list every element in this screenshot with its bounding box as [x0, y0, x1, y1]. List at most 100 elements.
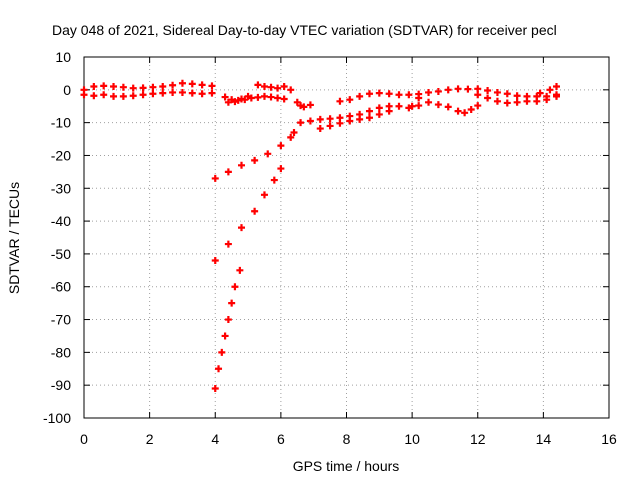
chart-title: Day 048 of 2021, Sidereal Day-to-day VTE… [52, 22, 557, 38]
data-point [297, 119, 305, 127]
data-point [228, 299, 236, 307]
data-point [536, 89, 544, 97]
data-point [365, 90, 373, 98]
data-point [484, 94, 492, 102]
data-point [336, 114, 344, 122]
x-tick-label: 14 [536, 431, 552, 447]
data-point [434, 87, 442, 95]
data-point [236, 266, 244, 274]
data-point [260, 92, 268, 100]
x-tick-label: 6 [277, 431, 285, 447]
data-point [425, 88, 433, 96]
data-point [238, 161, 245, 169]
y-tick-labels: 10 0 -10 -20 -30 -40 -50 -60 -70 -80 -90 -100 [43, 49, 71, 426]
data-point [297, 102, 305, 110]
ticks [83, 56, 610, 419]
data-point [408, 102, 416, 110]
data-point [503, 90, 511, 98]
data-point [238, 95, 245, 103]
data-point [224, 240, 232, 248]
data-point [336, 97, 344, 105]
series-arc-1 [80, 79, 216, 100]
data-point [365, 107, 373, 115]
data-point [149, 90, 157, 98]
data-point [221, 93, 229, 101]
series-arc-4 [293, 98, 314, 111]
data-point [395, 91, 403, 99]
data-point [159, 83, 167, 91]
series-arc-6 [211, 165, 285, 264]
data-point [415, 94, 423, 102]
series-arc-5 [211, 128, 298, 182]
data-point [543, 96, 551, 104]
data-point [221, 332, 229, 340]
data-point [211, 174, 219, 182]
data-point [274, 94, 282, 102]
x-tick-label: 8 [343, 431, 351, 447]
y-tick-label: -20 [51, 147, 71, 163]
y-tick-label: 0 [63, 82, 71, 98]
data-point [306, 117, 314, 125]
data-point [464, 85, 472, 93]
grid [84, 57, 609, 418]
y-tick-label: -50 [51, 246, 71, 262]
data-point [375, 104, 383, 112]
data-point [287, 86, 295, 94]
data-point [267, 93, 275, 101]
data-point [395, 102, 403, 110]
data-point [326, 115, 334, 123]
x-tick-label: 0 [80, 431, 88, 447]
data-point [546, 86, 554, 94]
data-point [129, 84, 137, 92]
data-point [208, 89, 216, 97]
data-point [215, 365, 223, 373]
data-point [110, 83, 118, 91]
data-point [493, 88, 501, 96]
x-axis-label: GPS time / hours [293, 458, 400, 474]
data-point [188, 80, 196, 88]
series-arc-2 [254, 81, 295, 103]
data-point [474, 102, 482, 110]
data-point [119, 92, 127, 100]
y-tick-label: -30 [51, 180, 71, 196]
data-point [425, 98, 433, 106]
data-point [280, 83, 288, 91]
data-point [316, 115, 324, 123]
series-arc-7 [211, 266, 244, 392]
data-point [208, 82, 216, 90]
data-point [231, 98, 239, 106]
data-point [169, 88, 177, 96]
data-point [306, 101, 314, 109]
data-point [139, 91, 147, 99]
data-point [356, 92, 364, 100]
data-point [553, 83, 560, 91]
data-point [553, 91, 560, 99]
data-point [405, 91, 413, 99]
x-tick-label: 4 [211, 431, 219, 447]
data-point [274, 84, 282, 92]
data-point [251, 156, 259, 164]
data-point [149, 83, 157, 91]
data-point [188, 89, 196, 97]
data-point [100, 82, 108, 90]
x-tick-label: 16 [601, 431, 617, 447]
data-point [444, 103, 452, 111]
data-point [260, 83, 268, 91]
y-tick-label: 10 [55, 49, 71, 65]
data-point [244, 92, 252, 100]
data-point [454, 107, 462, 115]
y-tick-label: -10 [51, 115, 71, 131]
data-point [385, 90, 393, 98]
y-tick-label: -90 [51, 377, 71, 393]
data-point [90, 83, 98, 91]
x-tick-label: 2 [146, 431, 154, 447]
data-point [129, 92, 137, 100]
data-point [503, 99, 511, 107]
plot-frame [83, 56, 610, 419]
data-point [365, 114, 373, 122]
data-point [211, 256, 219, 264]
y-axis-label: SDTVAR / TECUs [6, 182, 22, 294]
x-tick-labels: 0 2 4 6 8 10 12 14 16 [80, 431, 617, 447]
data-point [100, 91, 108, 99]
